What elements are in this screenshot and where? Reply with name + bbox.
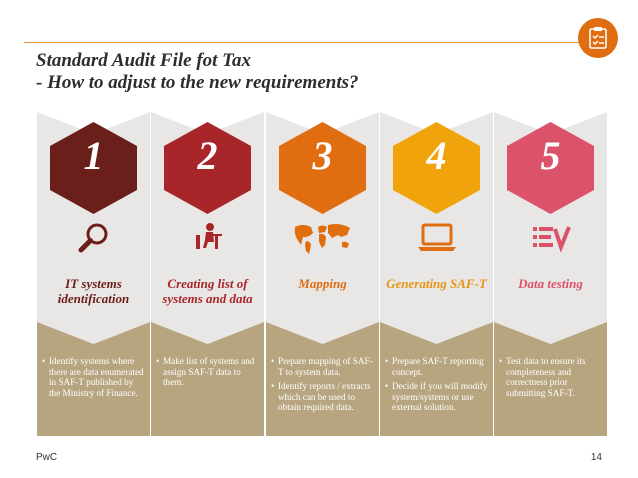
- step-3-number: 3: [312, 133, 333, 178]
- footer-brand: PwC: [36, 452, 58, 463]
- step-4-bullet-2: Decide if you will modify system/systems…: [385, 381, 489, 413]
- step-1-bullet: Identify systems where there are data en…: [42, 356, 146, 398]
- step-2-label: Creating list of systems and data: [162, 276, 253, 306]
- checklist-badge: [578, 18, 618, 58]
- person-at-desk-icon: [195, 223, 222, 249]
- step-1-shape: [37, 112, 150, 436]
- step-1-icon-wrap: [37, 220, 150, 256]
- step-3-bullet-2: Identify reports / extracts which can be…: [271, 381, 375, 413]
- checklist-icon: [532, 226, 571, 253]
- slide-title: Standard Audit File fot Tax - How to adj…: [36, 50, 556, 94]
- step-5-bullets: Test data to ensure its completeness and…: [499, 356, 603, 402]
- step-2-bullet: Make list of systems and assign SAF-T da…: [156, 356, 260, 388]
- step-2-bullets: Make list of systems and assign SAF-T da…: [156, 356, 260, 392]
- step-5-bullet: Test data to ensure its completeness and…: [499, 356, 603, 398]
- step-4-label: Generating SAF-T: [386, 276, 487, 291]
- title-line-2: - How to adjust to the new requirements?: [36, 72, 359, 93]
- step-2-number: 2: [197, 133, 218, 178]
- step-3-bullet-1: Prepare mapping of SAF-T to system data.: [271, 356, 375, 377]
- title-divider-line: [24, 42, 590, 43]
- step-1-label: IT systems identification: [57, 276, 130, 306]
- page-number: 14: [590, 452, 602, 463]
- clipboard-check-icon: [589, 27, 607, 49]
- step-4: 4 Generating SAF-T Prepare SAF-T reporti…: [380, 112, 493, 436]
- step-2: 2 Creating list of systems and data Make…: [151, 112, 264, 436]
- step-1-bullets: Identify systems where there are data en…: [42, 356, 146, 402]
- magnifier-icon: [78, 223, 107, 253]
- step-1: 1 IT systems identification Identify sys…: [37, 112, 150, 436]
- step-5-number: 5: [540, 133, 561, 178]
- step-3: 3 Mapping Prepare mapping of SAF-T to sy…: [266, 112, 379, 436]
- step-4-bullets: Prepare SAF-T reporting concept. Decide …: [385, 356, 489, 417]
- step-4-icon-wrap: [380, 220, 493, 256]
- step-4-bullet-1: Prepare SAF-T reporting concept.: [385, 356, 489, 377]
- step-1-number: 1: [83, 133, 104, 178]
- step-4-number: 4: [426, 133, 447, 178]
- step-5-icon-wrap: [494, 220, 607, 256]
- laptop-icon: [417, 223, 456, 251]
- step-3-icon-wrap: [266, 220, 379, 256]
- step-4-shape: [380, 112, 493, 436]
- step-3-bullets: Prepare mapping of SAF-T to system data.…: [271, 356, 375, 417]
- step-3-label: Mapping: [298, 276, 347, 291]
- title-line-1: Standard Audit File fot Tax: [36, 50, 252, 71]
- world-map-icon: [294, 224, 350, 254]
- step-5: 5 Data testing Test data to ensure its c…: [494, 112, 607, 436]
- step-5-label: Data testing: [518, 276, 583, 291]
- step-2-icon-wrap: [151, 220, 264, 256]
